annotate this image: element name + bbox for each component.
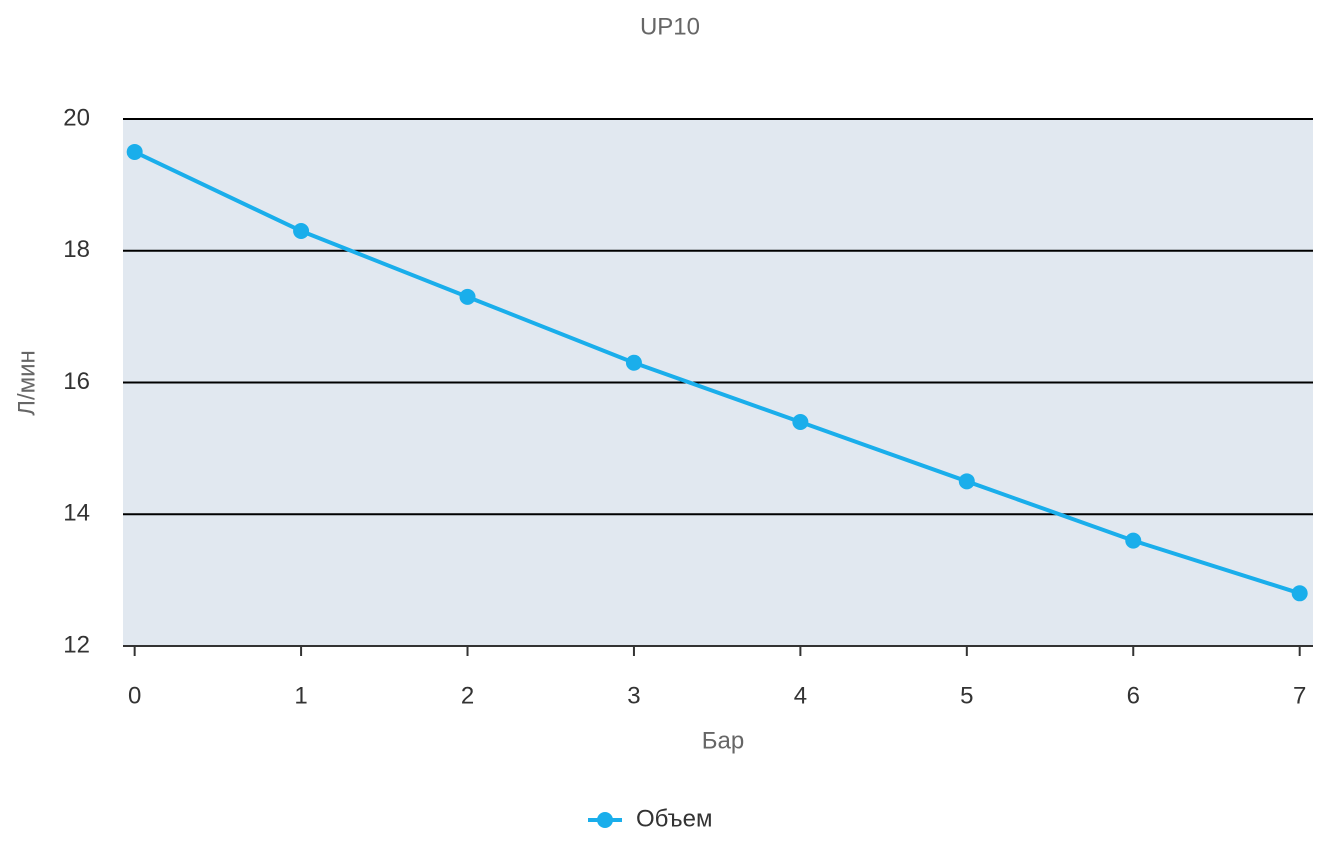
data-point bbox=[792, 414, 809, 431]
y-tick-label: 18 bbox=[63, 236, 90, 263]
data-point bbox=[958, 473, 975, 490]
y-tick-label: 12 bbox=[63, 631, 90, 658]
legend-label: Объем bbox=[636, 805, 712, 832]
series-line bbox=[133, 150, 1301, 596]
y-tick-label: 16 bbox=[63, 368, 90, 395]
data-point bbox=[625, 354, 642, 371]
x-tick-label: 7 bbox=[1293, 682, 1306, 709]
x-tick-label: 4 bbox=[794, 682, 807, 709]
y-axis-label: Л/мин bbox=[13, 350, 40, 416]
x-tick-label: 3 bbox=[627, 682, 640, 709]
chart-title: UP10 bbox=[640, 13, 700, 40]
y-tick-label: 20 bbox=[63, 104, 90, 131]
x-tick-label: 6 bbox=[1127, 682, 1140, 709]
x-tick-label: 0 bbox=[128, 682, 141, 709]
legend-marker bbox=[597, 812, 613, 828]
data-point bbox=[459, 288, 476, 305]
y-tick-label: 14 bbox=[63, 500, 90, 527]
x-axis-label: Бар bbox=[702, 727, 744, 754]
x-tick-label: 2 bbox=[461, 682, 474, 709]
data-point bbox=[1125, 532, 1142, 549]
x-tick-label: 5 bbox=[960, 682, 973, 709]
data-point bbox=[293, 222, 310, 239]
data-point bbox=[126, 143, 143, 160]
x-tick-label: 1 bbox=[294, 682, 307, 709]
data-point bbox=[1291, 585, 1308, 602]
